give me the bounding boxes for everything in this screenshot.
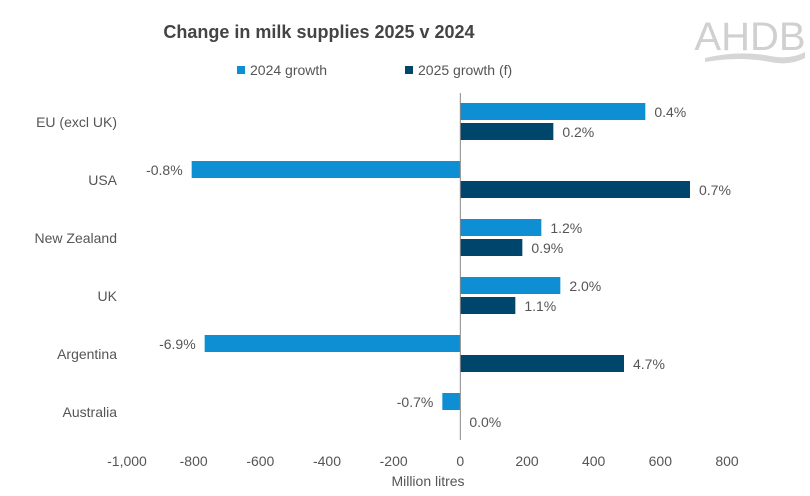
x-tick-label: -200	[380, 453, 408, 469]
data-label: 0.7%	[699, 182, 731, 198]
data-label: 0.4%	[654, 104, 686, 120]
legend: 2024 growth 2025 growth (f)	[237, 62, 512, 78]
data-label: 1.2%	[550, 220, 582, 236]
category-label: Argentina	[57, 346, 117, 362]
data-label: -0.8%	[146, 162, 183, 178]
category-label: UK	[98, 288, 118, 304]
x-tick-label: -600	[246, 453, 274, 469]
chart-title: Change in milk supplies 2025 v 2024	[163, 22, 474, 42]
bars: 0.4% 0.2% -0.8% 0.7% 1.2% 0.9% 2.0% 1.1% -6.9% 4.…	[146, 93, 731, 440]
x-axis-ticks: -1,000 -800 -600 -400 -200 0 200 400 600 800	[107, 453, 739, 469]
bar	[460, 297, 516, 314]
x-tick-label: 400	[582, 453, 606, 469]
category-label: Australia	[63, 404, 118, 420]
legend-label: 2024 growth	[250, 62, 327, 78]
bar	[460, 239, 523, 256]
data-label: -6.9%	[159, 336, 196, 352]
bar	[460, 103, 646, 120]
x-tick-label: 600	[649, 453, 673, 469]
logo-text: AHDB	[694, 15, 805, 59]
legend-label: 2025 growth (f)	[418, 62, 512, 78]
category-label: EU (excl UK)	[36, 114, 117, 130]
data-label: 4.7%	[633, 356, 665, 372]
data-label: -0.7%	[397, 394, 434, 410]
category-labels: EU (excl UK) USA New Zealand UK Argentina Aus…	[35, 114, 118, 420]
data-label: 2.0%	[569, 278, 601, 294]
bar	[460, 123, 554, 140]
legend-swatch	[237, 66, 245, 74]
data-label: 1.1%	[524, 298, 556, 314]
x-tick-label: -400	[313, 453, 341, 469]
category-label: New Zealand	[35, 230, 118, 246]
bar	[460, 181, 690, 198]
bar	[460, 355, 624, 372]
legend-swatch	[405, 66, 413, 74]
category-label: USA	[88, 172, 117, 188]
data-label: 0.0%	[469, 414, 501, 430]
bar	[460, 219, 542, 236]
bar	[460, 277, 561, 294]
logo-wave	[705, 52, 805, 64]
x-tick-label: 0	[456, 453, 464, 469]
data-label: 0.9%	[531, 240, 563, 256]
x-tick-label: 800	[715, 453, 739, 469]
bar	[442, 393, 461, 410]
x-tick-label: -800	[180, 453, 208, 469]
x-axis-title: Million litres	[391, 473, 464, 489]
data-label: 0.2%	[562, 124, 594, 140]
x-tick-label: -1,000	[107, 453, 147, 469]
bar	[204, 335, 461, 352]
bar	[191, 161, 461, 178]
ahdb-logo: AHDB	[694, 15, 806, 64]
x-tick-label: 200	[515, 453, 539, 469]
